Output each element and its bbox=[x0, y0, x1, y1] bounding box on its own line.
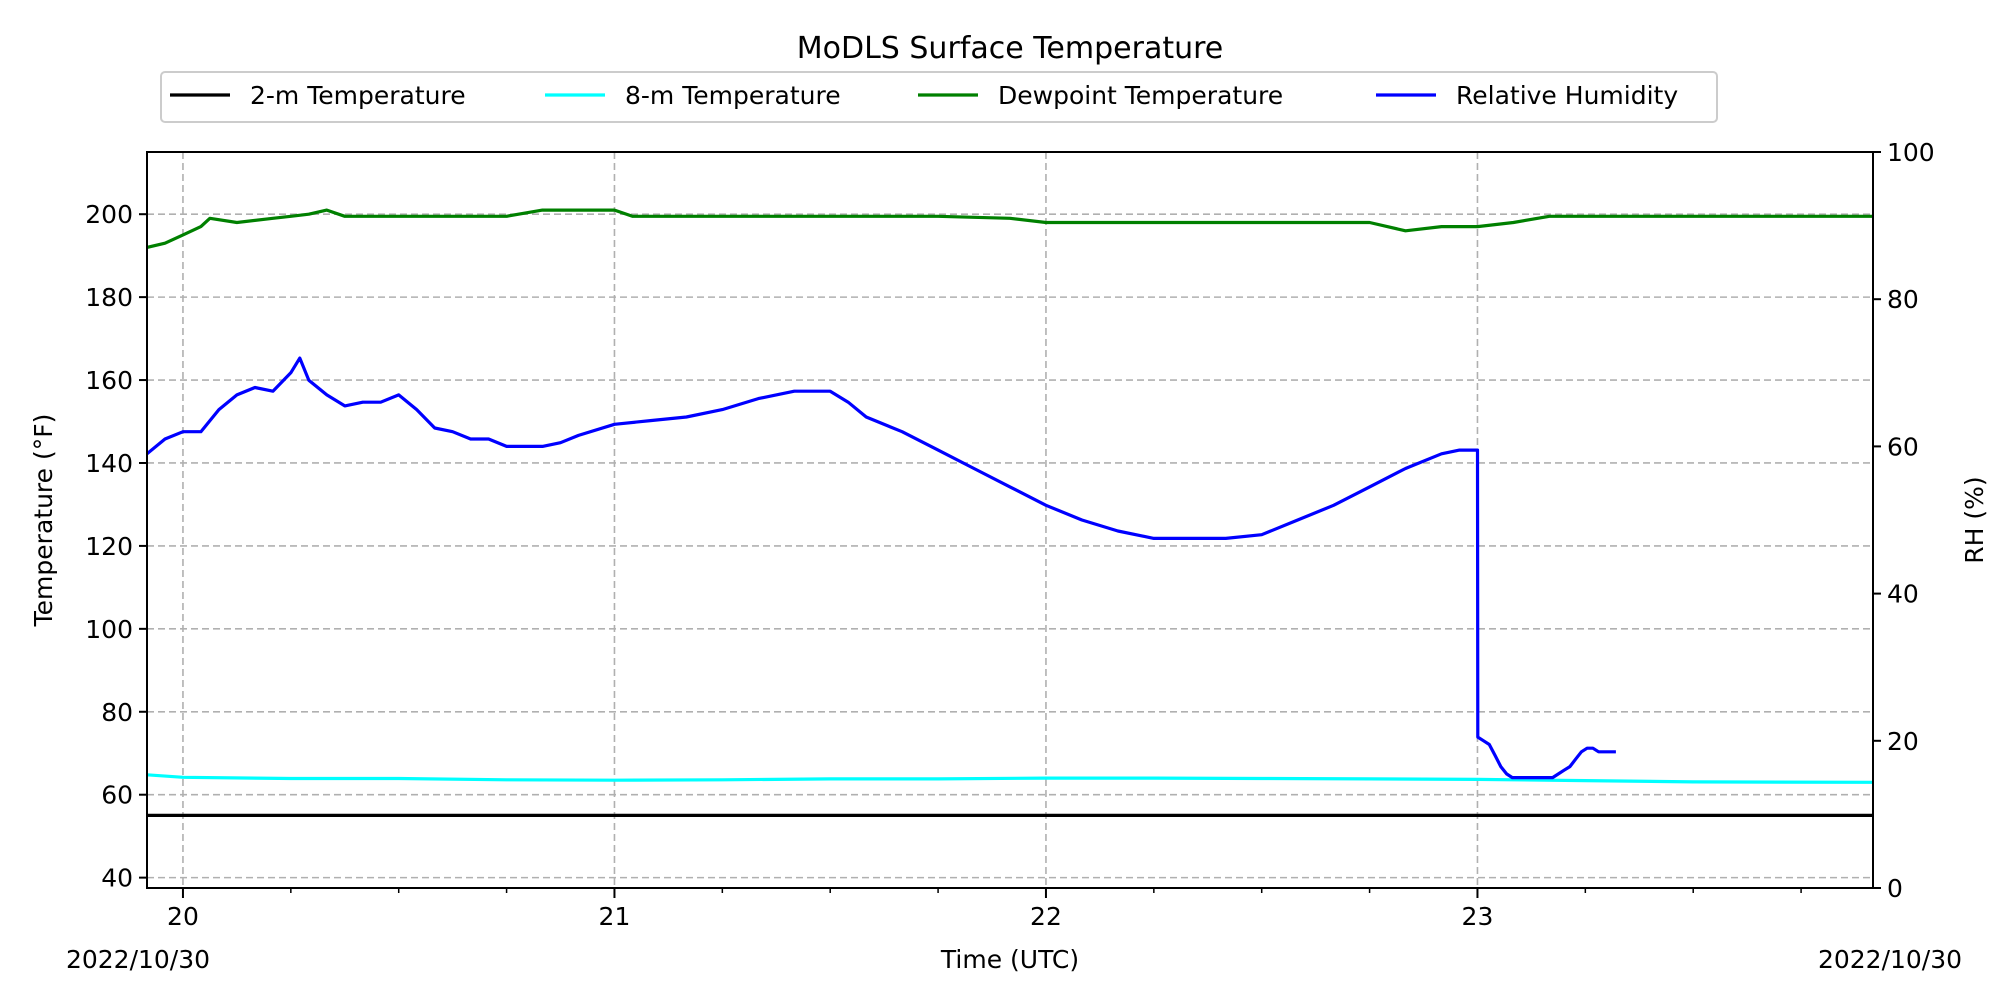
y2-tick-label: 100 bbox=[1887, 138, 1935, 167]
x-tick-label: 23 bbox=[1462, 902, 1494, 931]
x-corner-label-right: 2022/10/30 bbox=[1818, 945, 1962, 974]
series-line-relative-humidity bbox=[147, 356, 1616, 780]
x-corner-label-left: 2022/10/30 bbox=[66, 945, 210, 974]
legend-label: Dewpoint Temperature bbox=[998, 81, 1283, 110]
y2-tick-label: 20 bbox=[1887, 727, 1919, 756]
y-tick-label: 60 bbox=[101, 781, 133, 810]
y2-axis-label: RH (%) bbox=[1960, 476, 1989, 563]
axes bbox=[139, 151, 1881, 898]
y-tick-label: 80 bbox=[101, 698, 133, 727]
tick-labels: 40 60 80 100 120 140 160 180 200 0 20 40 60 80 100 20 21… bbox=[85, 138, 1934, 931]
grid bbox=[147, 152, 1873, 888]
legend: 2-m Temperature 8-m Temperature Dewpoint T… bbox=[160, 71, 1718, 123]
series-line-dewpoint-temperature bbox=[147, 208, 1873, 249]
y2-tick-label: 80 bbox=[1887, 285, 1919, 314]
x-tick-label: 21 bbox=[599, 902, 631, 931]
y2-tick-label: 60 bbox=[1887, 432, 1919, 461]
y-tick-label: 140 bbox=[85, 449, 133, 478]
legend-label: 2-m Temperature bbox=[250, 81, 466, 110]
y2-tick-label: 40 bbox=[1887, 580, 1919, 609]
x-tick-label: 20 bbox=[167, 902, 199, 931]
y-tick-label: 160 bbox=[85, 366, 133, 395]
y2-tick-label: 0 bbox=[1887, 874, 1903, 903]
y-axis-label: Temperature (°F) bbox=[29, 414, 58, 628]
y-tick-label: 40 bbox=[101, 864, 133, 893]
chart-title: MoDLS Surface Temperature bbox=[797, 31, 1224, 66]
legend-label: 8-m Temperature bbox=[625, 81, 841, 110]
legend-label: Relative Humidity bbox=[1456, 81, 1678, 110]
series-layer bbox=[147, 208, 1873, 817]
legend-frame bbox=[160, 71, 1718, 123]
x-tick-label: 22 bbox=[1030, 902, 1062, 931]
y-tick-label: 100 bbox=[85, 615, 133, 644]
y-tick-label: 200 bbox=[85, 200, 133, 229]
x-axis-label: Time (UTC) bbox=[940, 945, 1079, 974]
plot-frame bbox=[146, 151, 1874, 889]
y-tick-label: 180 bbox=[85, 283, 133, 312]
series-line-8-m-temperature bbox=[147, 773, 1873, 784]
y-tick-label: 120 bbox=[85, 532, 133, 561]
